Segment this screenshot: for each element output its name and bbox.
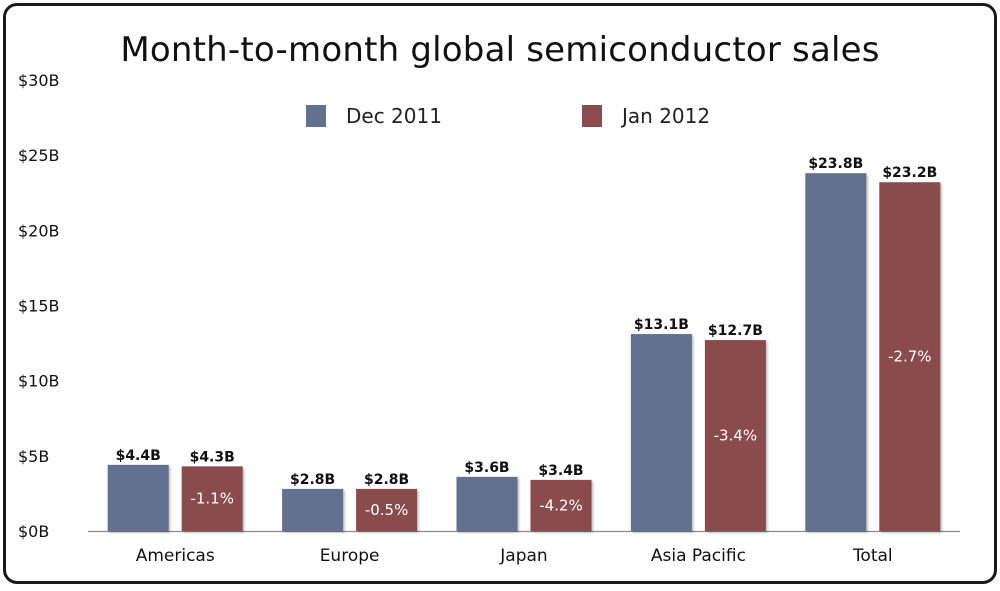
chart-frame (3, 3, 997, 584)
legend-item-dec-2011: Dec 2011 (306, 104, 442, 128)
legend-label-dec-2011: Dec 2011 (346, 104, 442, 128)
legend-swatch-jan-2012 (582, 105, 602, 127)
legend-label-jan-2012: Jan 2012 (622, 104, 711, 128)
legend-item-jan-2012: Jan 2012 (582, 104, 710, 128)
legend-swatch-dec-2011 (306, 105, 326, 127)
chart-title: Month-to-month global semiconductor sale… (120, 30, 880, 70)
chart-legend: Dec 2011 Jan 2012 (0, 104, 1000, 130)
